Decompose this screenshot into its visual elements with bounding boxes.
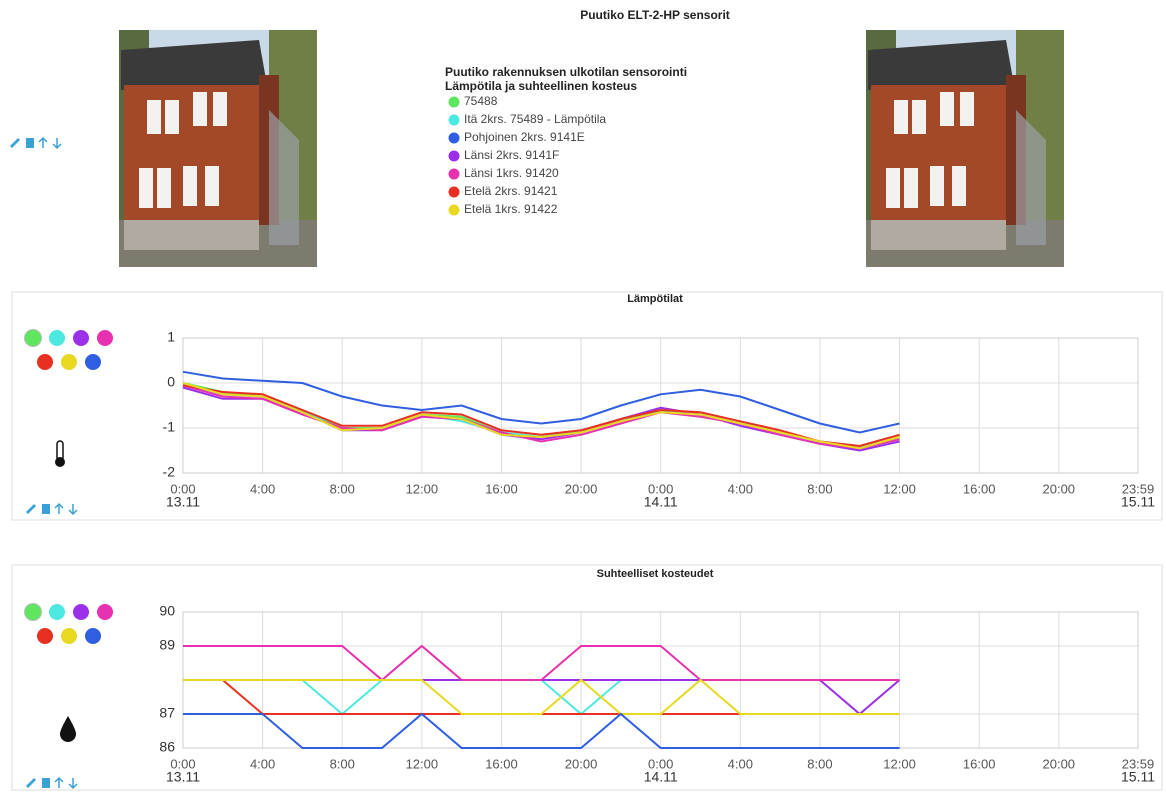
legend-label: Pohjoinen 2krs. 9141E <box>464 130 585 144</box>
x-tick-label: 20:00 <box>1043 756 1076 771</box>
series-line <box>183 680 900 714</box>
series-dot[interactable] <box>37 354 53 370</box>
series-dot[interactable] <box>97 604 113 620</box>
x-tick-label: 4:00 <box>728 756 753 771</box>
y-tick-label: 90 <box>159 603 175 619</box>
toolbar[interactable] <box>26 504 77 514</box>
x-tick-label: 20:00 <box>1043 481 1076 496</box>
page-title: Puutiko ELT-2-HP sensorit <box>580 8 730 22</box>
x-tick-label: 12:00 <box>406 756 439 771</box>
date-label: 15.11 <box>1121 769 1155 785</box>
series-line <box>183 680 900 714</box>
series-dot[interactable] <box>25 330 41 346</box>
legend-label: Länsi 2krs. 9141F <box>464 148 559 162</box>
y-tick-label: -1 <box>163 419 176 435</box>
y-tick-label: 89 <box>159 637 175 653</box>
series-dot[interactable] <box>25 604 41 620</box>
date-label: 13.11 <box>166 494 200 510</box>
y-tick-label: 86 <box>159 739 175 755</box>
date-label: 14.11 <box>644 769 678 785</box>
x-tick-label: 12:00 <box>883 756 916 771</box>
legend-label: Etelä 1krs. 91422 <box>464 202 558 216</box>
series-dot[interactable] <box>49 604 65 620</box>
date-label: 13.11 <box>166 769 200 785</box>
x-tick-label: 8:00 <box>807 481 832 496</box>
legend-heading: Puutiko rakennuksen ulkotilan sensoroint… <box>445 65 687 79</box>
series-dot[interactable] <box>37 628 53 644</box>
series-line <box>183 680 900 714</box>
legend-label: Länsi 1krs. 91420 <box>464 166 559 180</box>
x-tick-label: 16:00 <box>963 756 996 771</box>
house-photo <box>119 30 317 267</box>
legend-dot <box>449 169 460 180</box>
series-dot[interactable] <box>97 330 113 346</box>
legend-label: Itä 2krs. 75489 - Lämpötila <box>464 112 606 126</box>
x-tick-label: 20:00 <box>565 481 598 496</box>
y-tick-label: 87 <box>159 705 175 721</box>
series-dot[interactable] <box>85 628 101 644</box>
date-label: 15.11 <box>1121 494 1155 510</box>
series-line <box>183 680 900 714</box>
chart-title: Lämpötilat <box>627 293 683 305</box>
toolbar[interactable] <box>10 138 61 148</box>
y-tick-label: 0 <box>167 374 175 390</box>
series-dot[interactable] <box>85 354 101 370</box>
chart-title: Suhteelliset kosteudet <box>597 568 714 580</box>
x-tick-label: 8:00 <box>330 756 355 771</box>
thermometer-icon <box>55 441 65 467</box>
toolbar[interactable] <box>26 778 77 788</box>
series-dot[interactable] <box>73 604 89 620</box>
x-tick-label: 20:00 <box>565 756 598 771</box>
humidity-icon <box>60 716 76 742</box>
series-dot[interactable] <box>61 354 77 370</box>
legend-label: Etelä 2krs. 91421 <box>464 184 558 198</box>
y-tick-label: -2 <box>163 464 176 480</box>
date-label: 14.11 <box>644 494 678 510</box>
x-tick-label: 8:00 <box>330 481 355 496</box>
x-tick-label: 4:00 <box>250 756 275 771</box>
legend-heading: Lämpötila ja suhteellinen kosteus <box>445 79 637 93</box>
series-line <box>183 372 900 433</box>
legend: 75488 Itä 2krs. 75489 - Lämpötila Pohjoine… <box>449 94 607 216</box>
legend-label: 75488 <box>464 94 498 108</box>
house-photo <box>866 30 1064 267</box>
series-dot[interactable] <box>73 330 89 346</box>
series-line <box>183 714 900 748</box>
y-tick-label: 1 <box>167 329 175 345</box>
legend-dot <box>449 97 460 108</box>
series-dot[interactable] <box>61 628 77 644</box>
legend-dot <box>449 205 460 216</box>
x-tick-label: 4:00 <box>728 481 753 496</box>
x-tick-label: 16:00 <box>963 481 996 496</box>
legend-dot <box>449 151 460 162</box>
x-tick-label: 12:00 <box>883 481 916 496</box>
x-tick-label: 4:00 <box>250 481 275 496</box>
series-line <box>183 646 900 680</box>
series-dot[interactable] <box>49 330 65 346</box>
page: Puutiko ELT-2-HP sensorit Puutiko rakenn… <box>0 0 1166 796</box>
legend-dot <box>449 133 460 144</box>
x-tick-label: 8:00 <box>807 756 832 771</box>
x-tick-label: 16:00 <box>485 756 518 771</box>
x-tick-label: 16:00 <box>485 481 518 496</box>
dashboard: Puutiko ELT-2-HP sensorit Puutiko rakenn… <box>0 0 1166 791</box>
x-tick-label: 12:00 <box>406 481 439 496</box>
legend-dot <box>449 115 460 126</box>
legend-dot <box>449 187 460 198</box>
